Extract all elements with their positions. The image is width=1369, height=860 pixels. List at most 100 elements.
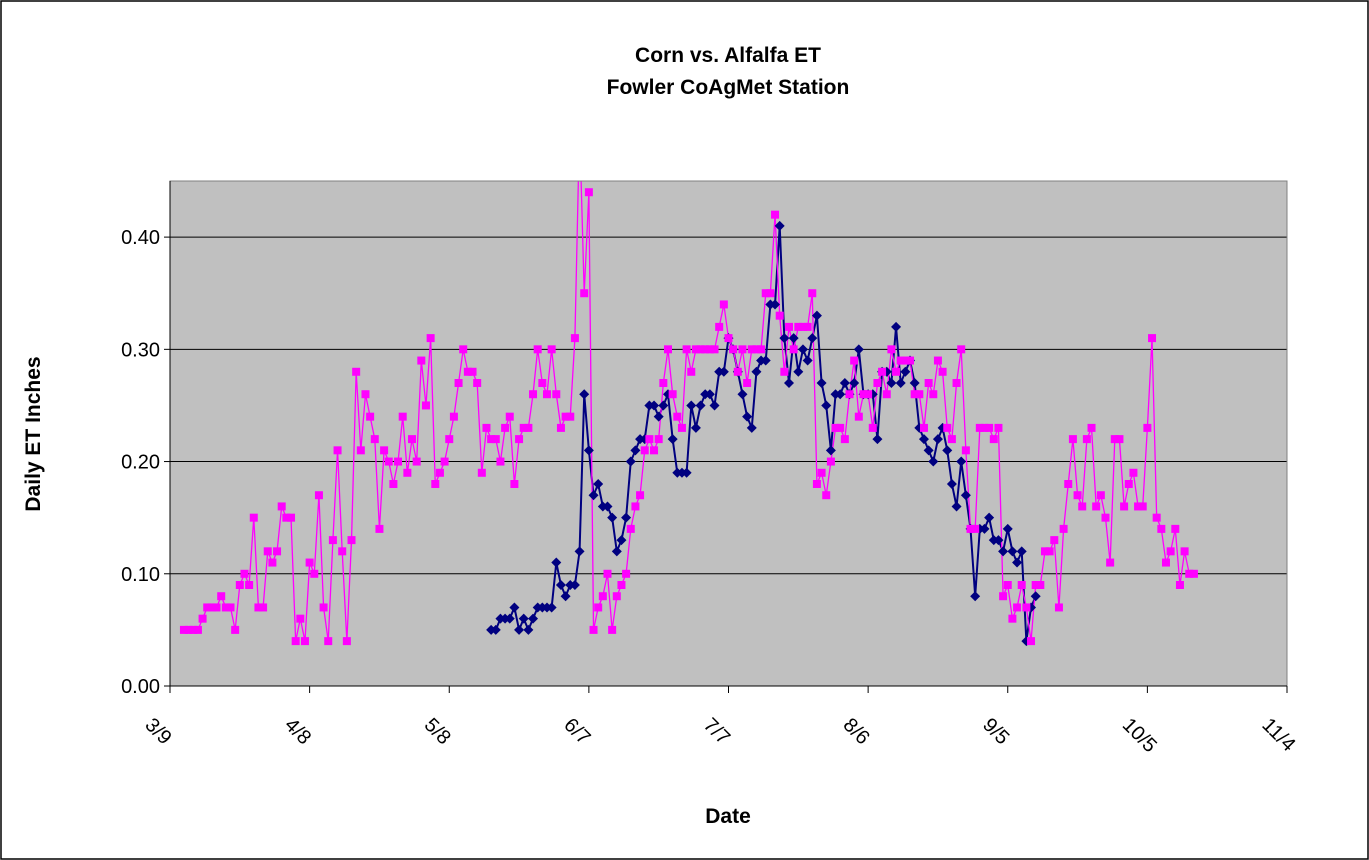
point (509, 602, 520, 613)
point (569, 580, 580, 590)
y-tick-label: 0.00 (121, 676, 160, 698)
point (673, 412, 682, 421)
point (551, 557, 562, 568)
point (654, 435, 663, 444)
point (1054, 603, 1063, 612)
point (979, 523, 990, 534)
point (1101, 513, 1110, 522)
point (529, 390, 538, 399)
point (1012, 557, 1023, 568)
chart-subtitle: Fowler CoAgMet Station (607, 76, 850, 99)
point (961, 446, 970, 455)
point (887, 345, 896, 354)
point (463, 367, 472, 376)
point (811, 310, 822, 321)
point (1120, 502, 1129, 511)
point (249, 513, 258, 522)
point (677, 423, 686, 432)
point (291, 637, 300, 646)
point (1022, 603, 1031, 612)
point (895, 378, 906, 388)
point (580, 289, 589, 298)
point (338, 547, 347, 556)
point (774, 220, 785, 231)
point (566, 412, 575, 421)
point (752, 345, 761, 354)
point (1003, 581, 1012, 589)
point (245, 581, 254, 589)
point (1073, 491, 1082, 500)
point (743, 379, 752, 387)
point (803, 322, 812, 331)
point (542, 390, 551, 399)
point (970, 591, 981, 602)
point (957, 345, 966, 354)
point (1189, 569, 1198, 578)
point (738, 345, 747, 354)
point (240, 569, 249, 578)
point (626, 524, 635, 533)
point (975, 423, 984, 432)
point (821, 400, 832, 411)
point (1036, 581, 1045, 589)
point (709, 400, 720, 411)
point (198, 614, 207, 623)
point (715, 322, 724, 331)
point (747, 345, 756, 354)
point (207, 603, 216, 612)
point (761, 289, 770, 298)
point (645, 435, 654, 444)
point (906, 356, 915, 365)
point (918, 434, 929, 445)
point (836, 423, 845, 432)
point (910, 390, 919, 399)
point (598, 592, 607, 601)
point (929, 390, 938, 399)
point (268, 558, 277, 567)
point (454, 379, 463, 387)
point (784, 378, 795, 388)
point (617, 581, 626, 589)
point (701, 345, 710, 354)
point (375, 524, 384, 533)
point (1027, 637, 1036, 646)
point (603, 569, 612, 578)
point (226, 603, 235, 612)
point (817, 468, 826, 477)
point (886, 378, 897, 388)
point (812, 480, 821, 488)
point (966, 524, 975, 533)
point (579, 389, 590, 400)
point (733, 367, 742, 376)
point (729, 345, 738, 354)
point (560, 591, 571, 602)
plot-area (170, 181, 1287, 686)
y-tick-label: 0.40 (121, 227, 160, 249)
point (724, 334, 733, 343)
point (1007, 546, 1018, 557)
point (980, 423, 989, 432)
point (487, 435, 496, 444)
point (924, 379, 933, 387)
point (849, 378, 860, 388)
point (482, 423, 491, 432)
point (231, 625, 240, 634)
point (212, 603, 221, 612)
point (1082, 435, 1091, 444)
point (1157, 524, 1166, 533)
point (524, 423, 533, 432)
point (946, 479, 957, 489)
point (263, 547, 272, 556)
point (822, 491, 831, 500)
point (417, 356, 426, 365)
point (394, 457, 403, 466)
point (696, 345, 705, 354)
point (1045, 547, 1054, 556)
point (1017, 581, 1026, 589)
point (868, 423, 877, 432)
point (1138, 502, 1147, 511)
point (296, 614, 305, 623)
point (1106, 558, 1115, 567)
point (473, 379, 482, 387)
point (496, 457, 505, 466)
